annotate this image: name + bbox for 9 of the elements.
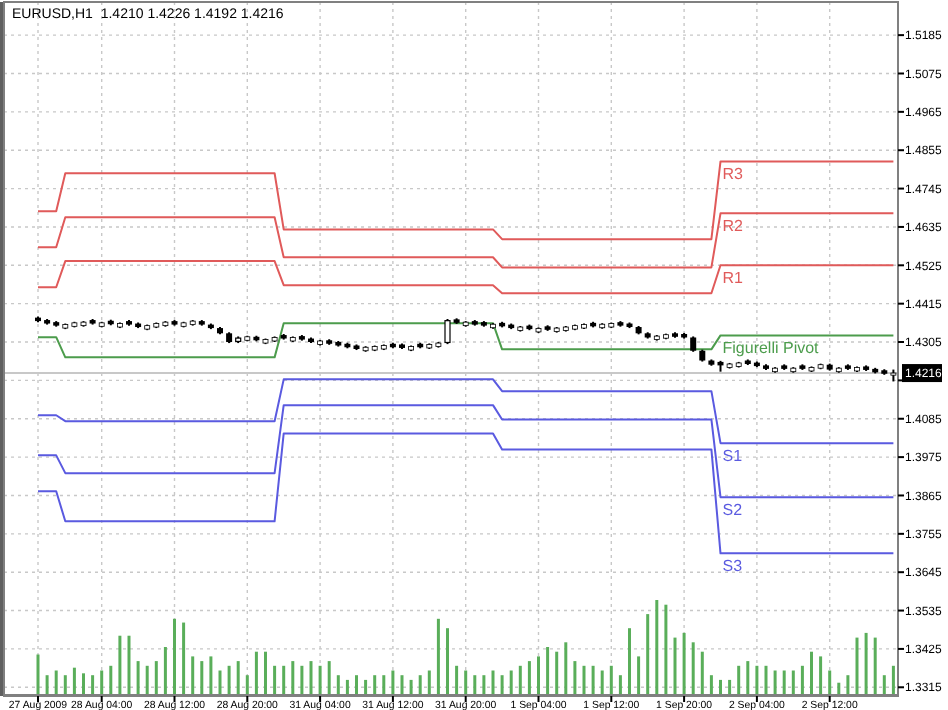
series-label: S1 [722, 447, 744, 466]
series-label: R3 [722, 165, 745, 184]
line-series [37, 322, 895, 359]
line-series [37, 260, 895, 295]
series-label: R2 [722, 217, 745, 236]
series-label: Figurelli Pivot [722, 339, 821, 358]
series-label: R1 [722, 269, 745, 288]
series-label: S2 [722, 501, 744, 520]
series-label: S3 [722, 557, 744, 576]
